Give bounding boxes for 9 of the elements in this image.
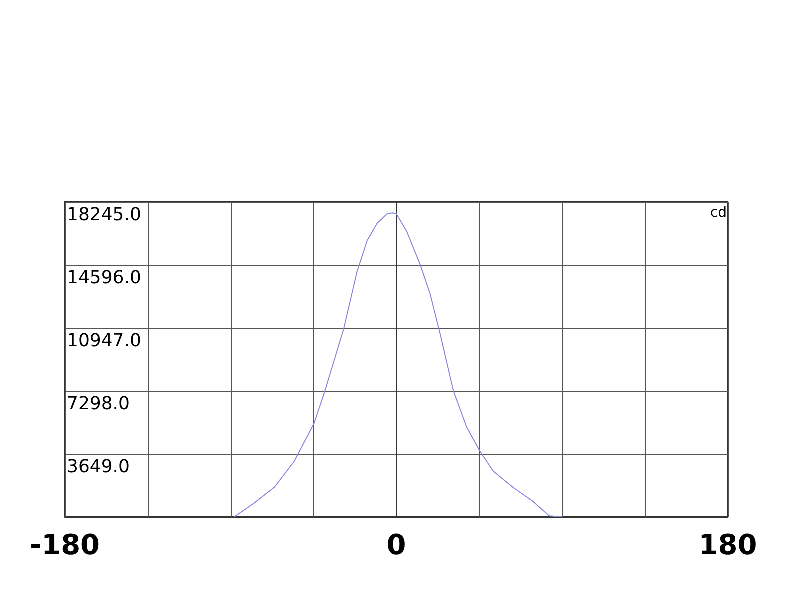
y-axis-title: cd bbox=[710, 205, 728, 221]
y-tick-label: 10947.0 bbox=[67, 330, 142, 352]
x-tick-label: -180 bbox=[30, 528, 100, 562]
y-tick-label: 7298.0 bbox=[67, 394, 130, 414]
x-tick-label: 0 bbox=[386, 528, 406, 562]
x-tick-label: 180 bbox=[698, 528, 758, 562]
y-tick-label: 14596.0 bbox=[67, 268, 142, 288]
y-tick-label: 3649.0 bbox=[67, 456, 130, 478]
y-tick-label: 18245.0 bbox=[67, 204, 142, 226]
